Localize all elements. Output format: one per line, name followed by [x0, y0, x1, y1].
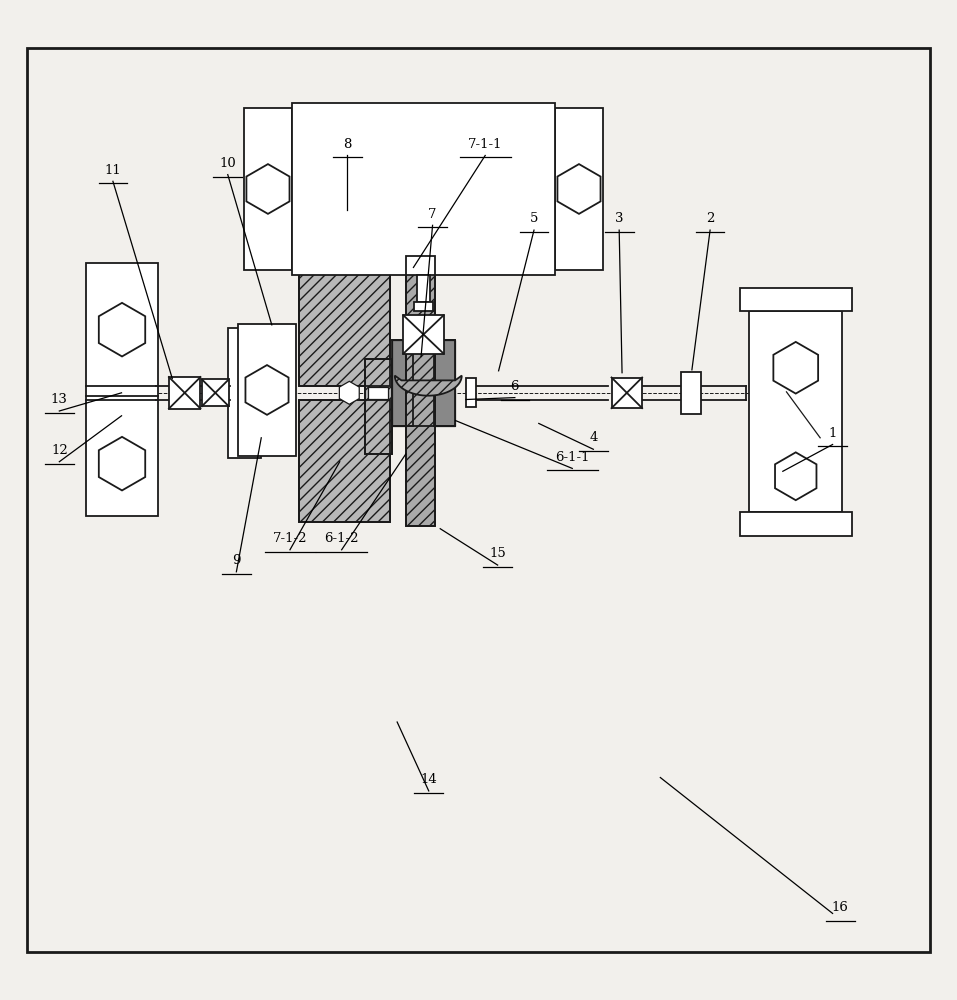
Bar [740, 512, 852, 536]
Bar [434, 340, 456, 426]
Text: 8: 8 [344, 138, 351, 151]
Bar [168, 377, 201, 409]
Polygon shape [775, 452, 816, 500]
Bar [406, 256, 435, 526]
Polygon shape [99, 303, 145, 356]
Polygon shape [246, 164, 290, 214]
Bar [368, 387, 388, 399]
Bar [238, 324, 296, 456]
Bar [244, 108, 292, 270]
Bar [749, 311, 842, 512]
Bar [740, 288, 852, 311]
Bar [299, 259, 390, 386]
Polygon shape [773, 342, 818, 394]
Bar [299, 259, 390, 386]
Text: 11: 11 [104, 164, 122, 177]
Bar [406, 256, 435, 526]
Text: 14: 14 [420, 773, 437, 786]
Text: 7: 7 [429, 208, 436, 221]
Bar [466, 378, 476, 407]
Polygon shape [557, 164, 601, 214]
Bar [392, 340, 413, 426]
Polygon shape [99, 437, 145, 490]
Bar [555, 108, 603, 270]
Text: 15: 15 [489, 547, 506, 560]
Bar [202, 379, 229, 406]
Bar [681, 372, 701, 414]
Text: 5: 5 [530, 212, 538, 225]
Text: 7-1-1: 7-1-1 [468, 138, 502, 151]
Text: 10: 10 [219, 157, 236, 170]
Bar [86, 263, 158, 516]
Text: 6: 6 [511, 380, 519, 393]
Bar [417, 275, 431, 302]
Text: 7-1-2: 7-1-2 [273, 532, 307, 545]
Bar [434, 340, 456, 426]
Text: 6-1-2: 6-1-2 [324, 532, 359, 545]
Text: 9: 9 [233, 554, 240, 567]
Text: 4: 4 [590, 431, 597, 444]
Text: 12: 12 [51, 444, 68, 457]
Bar [392, 340, 413, 426]
Text: 3: 3 [615, 212, 623, 225]
Bar [612, 378, 642, 408]
Text: 6-1-1: 6-1-1 [555, 451, 590, 464]
Text: 13: 13 [51, 393, 68, 406]
Text: 2: 2 [706, 212, 714, 225]
Bar [404, 315, 443, 354]
Polygon shape [340, 381, 359, 404]
Bar [299, 400, 390, 522]
Polygon shape [395, 376, 462, 396]
Bar [366, 359, 392, 454]
Text: 16: 16 [832, 901, 849, 914]
Bar [292, 103, 555, 275]
Text: 1: 1 [829, 427, 836, 440]
Bar [299, 400, 390, 522]
Polygon shape [245, 365, 289, 415]
Bar [228, 328, 261, 458]
Bar [414, 302, 433, 311]
Bar [366, 359, 392, 454]
